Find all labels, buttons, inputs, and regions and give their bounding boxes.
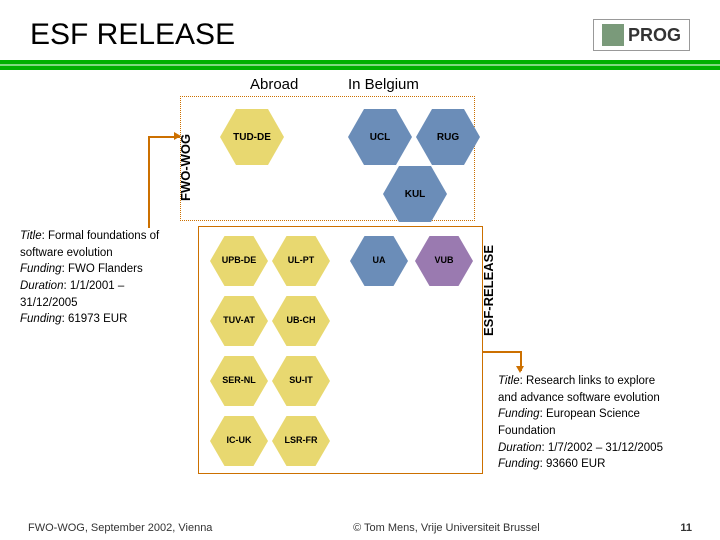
logo: PROG (593, 19, 690, 51)
green-divider (0, 60, 720, 70)
col-abroad: Abroad (250, 76, 298, 93)
footer-page: 11 (680, 522, 692, 534)
diagram-stage: Abroad In Belgium FWO-WOG ESF-RELEASE TU… (0, 76, 720, 496)
arrow-left-v (148, 136, 150, 228)
col-belgium: In Belgium (348, 76, 419, 93)
esf-release-label: ESF-RELEASE (481, 245, 496, 336)
arrow-right-head (516, 366, 524, 373)
logo-icon (602, 24, 624, 46)
note-left: Title: Formal foundations of software ev… (20, 228, 185, 328)
arrow-right-h (483, 351, 521, 353)
fwo-wog-label: FWO-WOG (178, 134, 193, 201)
logo-text: PROG (628, 25, 681, 46)
footer-center: © Tom Mens, Vrije Universiteit Brussel (353, 522, 540, 534)
footer: FWO-WOG, September 2002, Vienna © Tom Me… (0, 522, 720, 534)
footer-left: FWO-WOG, September 2002, Vienna (28, 522, 212, 534)
note-right: Title: Research links to explore and adv… (498, 373, 693, 473)
arrow-left-head (174, 132, 181, 140)
page-title: ESF RELEASE (30, 18, 235, 52)
